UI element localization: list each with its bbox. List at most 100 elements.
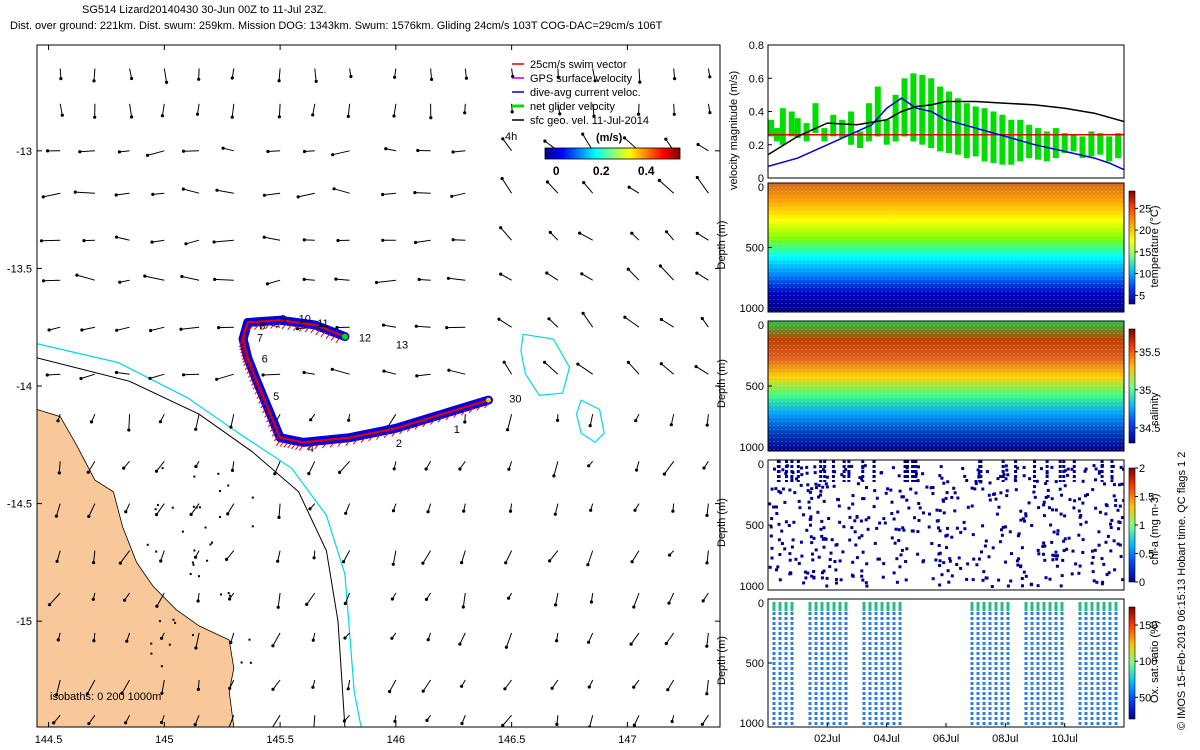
section-ytick-label: 0 — [758, 598, 764, 610]
track-day-label: 4 — [308, 443, 314, 455]
current-vector-head — [347, 418, 351, 422]
chl-sample — [1013, 478, 1017, 482]
chl-sample — [894, 527, 898, 531]
swim-vector — [445, 414, 451, 421]
current-vector-head — [593, 79, 597, 83]
current-vector-head — [576, 362, 580, 366]
track-day-label: 9 — [280, 314, 286, 326]
current-vector — [314, 68, 317, 82]
chl-sample — [1090, 561, 1094, 565]
current-vector — [190, 503, 200, 515]
chl-sample — [938, 509, 942, 513]
net-glider-velocity-bar — [830, 114, 837, 137]
section-ytick-label: 0 — [758, 182, 764, 194]
chl-sample — [842, 525, 846, 529]
chl-sample — [902, 528, 906, 532]
chl-sample — [1063, 484, 1067, 488]
chl-sample — [866, 527, 870, 531]
chl-sample — [1046, 488, 1050, 492]
chl-sample — [814, 482, 818, 486]
colorbar-tick-label: 1.5 — [1139, 492, 1154, 504]
chl-sample — [1006, 584, 1010, 588]
chl-sample — [848, 538, 852, 542]
chl-sample — [913, 516, 916, 520]
current-vector-head — [332, 187, 336, 191]
current-vector — [263, 373, 281, 376]
chl-sample — [834, 577, 838, 581]
chl-sample — [999, 491, 1003, 495]
current-vector — [264, 236, 281, 241]
current-vector — [549, 550, 559, 562]
current-vector-head — [582, 181, 586, 185]
swim-vector — [241, 354, 247, 360]
current-vector-head — [664, 137, 668, 141]
chl-sample — [772, 505, 776, 509]
chl-sample — [787, 524, 791, 527]
current-vector — [53, 714, 61, 724]
current-vector-head — [666, 688, 670, 692]
chl-sample — [1042, 552, 1045, 556]
chl-sample — [981, 487, 985, 491]
chl-sample — [1006, 473, 1010, 477]
chl-sample — [1005, 494, 1009, 498]
chl-sample — [944, 534, 948, 538]
current-vector-head — [429, 116, 433, 120]
current-vector-head — [346, 114, 350, 118]
current-vector-head — [114, 235, 119, 239]
current-vector-head — [508, 509, 513, 513]
map-xtick-label: 144.5 — [35, 734, 63, 746]
chl-sample — [938, 564, 942, 567]
current-vector-head — [309, 418, 313, 422]
island-dot — [217, 472, 220, 475]
chl-sample — [799, 540, 803, 544]
chl-sample — [817, 483, 821, 487]
current-vector-head — [462, 509, 466, 513]
current-vector — [701, 714, 709, 725]
velocity-ylabel: velocity magnitude (m/s) — [728, 71, 740, 190]
current-vector-head — [671, 509, 675, 513]
chart-title-line2: Dist. over ground: 221km. Dist. swum: 25… — [10, 20, 663, 32]
chl-sample — [996, 477, 1000, 481]
current-vector-head — [550, 686, 554, 690]
current-vector-head — [130, 76, 134, 81]
track-day-label: 11 — [317, 318, 328, 330]
current-vector-head — [197, 77, 201, 81]
swim-vector — [260, 402, 266, 409]
chl-sample — [972, 557, 976, 561]
chl-sample — [980, 550, 983, 554]
chl-sample — [1077, 509, 1081, 513]
current-vector — [670, 414, 675, 425]
swim-vector — [254, 388, 260, 395]
current-vector-head — [194, 464, 198, 469]
chl-sample — [966, 505, 970, 509]
current-vector-head — [229, 425, 233, 429]
chl-sample — [1097, 543, 1101, 547]
chl-sample — [981, 578, 985, 582]
chl-sample — [825, 584, 829, 588]
chl-sample — [1095, 580, 1099, 584]
island-dot — [211, 541, 213, 544]
current-vector-head — [123, 598, 127, 602]
chl-sample — [961, 467, 965, 470]
island-dot — [156, 503, 159, 506]
current-vector — [151, 239, 165, 243]
current-vector-head — [182, 373, 186, 377]
chl-sample — [1073, 499, 1077, 503]
chl-sample — [853, 519, 857, 523]
current-vector-head — [89, 420, 94, 424]
chl-sample — [1098, 470, 1102, 474]
chl-sample — [925, 485, 929, 489]
chl-sample — [809, 535, 813, 539]
current-vector-head — [388, 689, 392, 694]
current-vector-head — [391, 509, 396, 513]
current-vector — [624, 316, 640, 328]
chl-sample — [865, 486, 868, 489]
current-vector — [554, 503, 559, 515]
track-day-label: 6 — [262, 353, 268, 365]
current-vector-head — [638, 80, 642, 84]
reef-outline-0 — [520, 333, 571, 397]
chl-sample — [1028, 477, 1032, 481]
current-vector-head — [392, 467, 396, 471]
current-vector — [665, 632, 675, 644]
current-vector-head — [426, 510, 430, 514]
